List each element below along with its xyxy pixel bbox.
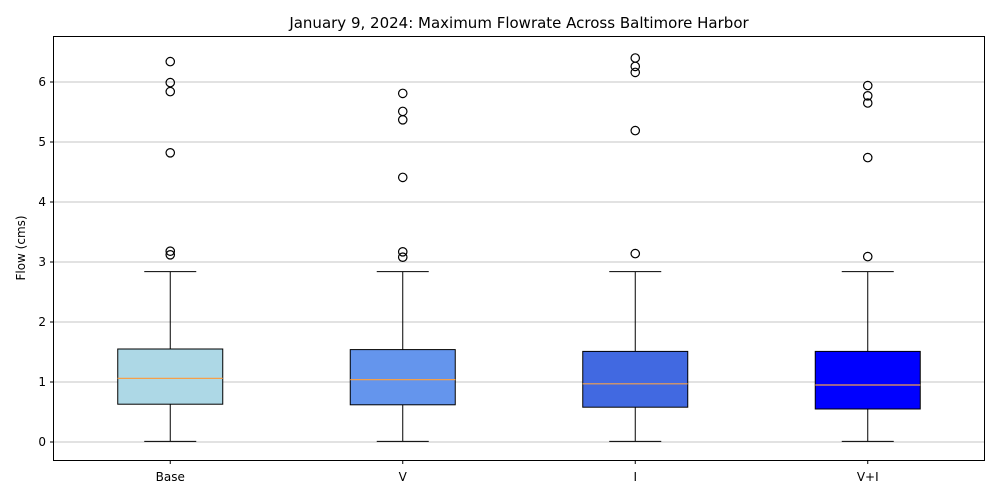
x-tick-label: Base xyxy=(156,470,185,484)
iqr-box xyxy=(349,349,456,406)
outlier-point xyxy=(165,56,176,67)
iqr-box xyxy=(582,350,689,408)
outlier-point xyxy=(862,80,873,91)
outlier-point xyxy=(630,248,641,259)
boxplot-base xyxy=(117,56,224,442)
outlier-point xyxy=(397,247,408,257)
iqr-box xyxy=(117,348,224,405)
y-tick-label: 1 xyxy=(38,375,46,389)
outlier-point xyxy=(397,252,408,263)
outlier-point xyxy=(630,53,641,63)
outlier-point xyxy=(630,125,641,136)
iqr-box xyxy=(814,350,921,410)
outlier-point xyxy=(165,86,176,97)
boxplots xyxy=(117,53,921,442)
y-tick-label: 3 xyxy=(38,255,46,269)
outlier-point xyxy=(630,67,641,78)
outlier-point xyxy=(862,251,873,262)
y-tick-label: 6 xyxy=(38,75,46,89)
outlier-point xyxy=(630,61,641,72)
x-tick-label: I xyxy=(633,470,637,484)
outlier-point xyxy=(165,250,176,260)
plot-frame xyxy=(53,36,985,461)
outlier-point xyxy=(862,91,873,101)
outlier-point xyxy=(165,246,176,256)
y-tick-label: 0 xyxy=(38,435,46,449)
boxplot-i xyxy=(582,53,689,442)
y-tick-label: 2 xyxy=(38,315,46,329)
outlier-point xyxy=(397,115,408,125)
boxplot-v xyxy=(349,88,456,442)
x-tick-label: V+I xyxy=(857,470,879,484)
x-tick-label: V xyxy=(399,470,408,484)
y-axis: 0 1 2 3 4 5 6 xyxy=(38,75,54,449)
y-tick-label: 5 xyxy=(38,135,46,149)
outlier-point xyxy=(165,77,176,88)
y-tick-label: 4 xyxy=(38,195,46,209)
boxplot-v-i xyxy=(814,80,921,442)
outlier-point xyxy=(397,172,408,183)
outlier-point xyxy=(165,148,176,158)
outlier-point xyxy=(862,98,873,108)
chart-title: January 9, 2024: Maximum Flowrate Across… xyxy=(288,14,749,32)
outlier-point xyxy=(397,88,408,99)
y-axis-label: Flow (cms) xyxy=(14,215,28,280)
x-axis: Base V I V+I xyxy=(156,460,879,484)
outlier-point xyxy=(397,106,408,117)
outlier-point xyxy=(862,152,873,163)
